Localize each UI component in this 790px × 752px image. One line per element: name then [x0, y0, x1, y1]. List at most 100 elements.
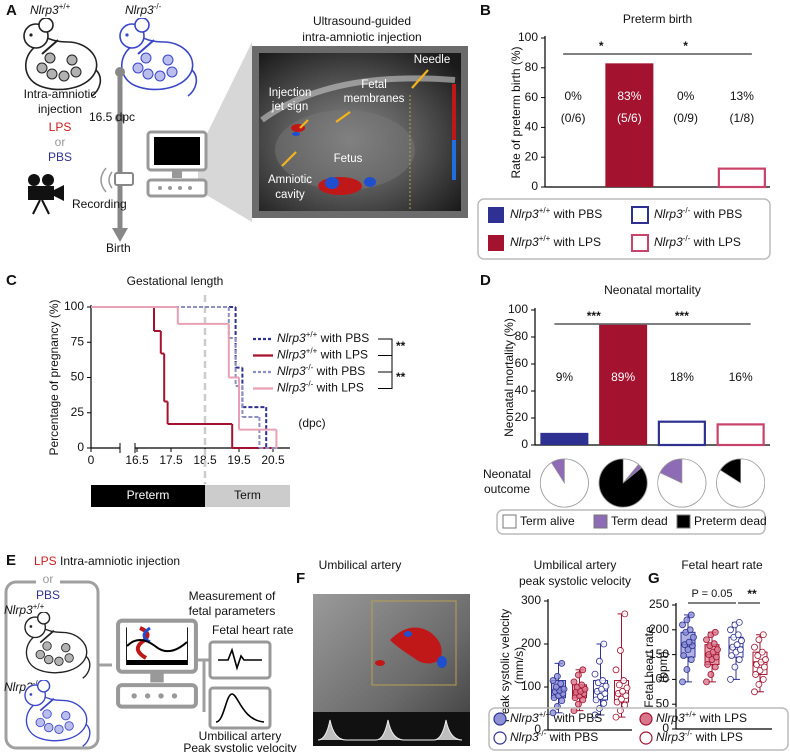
data-point [755, 680, 763, 688]
bar [605, 63, 654, 187]
significance-label: *** [587, 309, 601, 323]
annotation: ** [747, 587, 757, 601]
y-tick-label: 0 [534, 722, 541, 736]
legend-label: Nlrp3+/+ with PBS [277, 330, 369, 346]
annotation: P = 0.05 [691, 588, 732, 600]
data-point [549, 677, 557, 684]
data-point [575, 671, 582, 679]
data-point [549, 709, 557, 717]
image-label: Amniotic [268, 174, 312, 186]
y-axis-label: Percentage of pregnancy (%) [47, 299, 61, 455]
legend-label: Nlrp3-/- with PBS [510, 729, 598, 745]
image-label: Needle [414, 54, 450, 66]
timeline-point [115, 113, 125, 123]
doppler-signal [291, 84, 456, 211]
x-tick-label: 0 [88, 453, 95, 467]
ecg-trace [218, 647, 262, 671]
x-axis-unit: (dpc) [298, 416, 325, 430]
image-label: jet sign [271, 101, 308, 113]
data-point [683, 666, 691, 673]
data-point [679, 678, 686, 686]
value-label: 13% [730, 89, 754, 103]
ultrasound-monitor [146, 130, 208, 198]
mouse-knockout [24, 680, 91, 748]
timepoint-label: 16.5 dpc [89, 110, 135, 124]
image-label: Fetal [361, 79, 387, 91]
count-label: (0/6) [561, 111, 586, 125]
image-title: intra-amniotic injection [302, 30, 421, 44]
y-tick-label: 150 [649, 647, 669, 661]
image-label: Injection [269, 87, 312, 99]
legend-swatch [488, 235, 504, 251]
data-point [618, 695, 625, 703]
bar [717, 167, 766, 189]
pie-label: outcome [484, 482, 530, 496]
y-tick-label: 200 [521, 636, 541, 650]
chart-title: Fetal heart rate [681, 558, 763, 572]
legend-label: Nlrp3-/- with LPS [654, 234, 741, 250]
significance-label: * [683, 39, 688, 53]
data-point [713, 653, 720, 661]
legend-swatch [493, 731, 507, 745]
data-point [703, 678, 710, 686]
data-point [762, 656, 769, 663]
y-tick-label: 40 [525, 120, 539, 134]
signal-icon [100, 167, 113, 193]
data-point [560, 685, 568, 693]
decoration [404, 631, 412, 637]
chart-title: Gestational length [127, 274, 224, 288]
data-point [679, 621, 686, 629]
y-tick-label: 0 [531, 179, 538, 193]
legend-label: Nlrp3-/- with LPS [656, 729, 743, 745]
mouse-wildtype [24, 612, 91, 680]
y-axis-label: (mm/s) [512, 647, 526, 684]
data-point [596, 657, 603, 665]
image-label: membranes [344, 93, 405, 105]
data-point [759, 631, 767, 639]
data-point [711, 663, 719, 671]
significance-label: *** [675, 309, 689, 323]
y-tick-label: 80 [515, 329, 529, 343]
y-axis-label: (bpm) [656, 651, 670, 682]
legend-label: Nlrp3+/+ with LPS [656, 710, 747, 726]
count-label: (5/6) [617, 111, 642, 125]
data-point [728, 652, 735, 659]
y-tick-label: 20 [525, 149, 539, 163]
legend-swatch [488, 207, 504, 223]
value-label: 16% [729, 370, 753, 384]
waveform [317, 719, 463, 741]
data-point [615, 681, 623, 689]
data-point [727, 626, 734, 634]
monitor-image [126, 626, 188, 660]
legend-label: Nlrp3+/+ with PBS [510, 206, 602, 222]
legend-swatch [502, 514, 517, 529]
data-point [620, 677, 628, 684]
bar [599, 324, 648, 445]
legend-box [477, 198, 771, 260]
y-tick-label: 80 [525, 60, 539, 74]
data-point [579, 666, 587, 674]
legend-swatch [493, 712, 507, 726]
step-riser [176, 307, 278, 448]
data-point [731, 663, 739, 671]
data-point [735, 656, 743, 663]
fetus-echo [275, 110, 415, 190]
legend-swatch [639, 731, 653, 745]
significance-label: * [599, 39, 604, 53]
image-title: Umbilical artery [319, 558, 402, 572]
bar [657, 420, 706, 447]
step-series [91, 306, 278, 449]
measurement-label: Measurement of [189, 589, 276, 603]
legend-label: Preterm dead [694, 514, 767, 528]
step-series [91, 306, 278, 449]
decoration [42, 174, 54, 186]
data-point [558, 697, 566, 705]
decoration [299, 119, 309, 129]
data-point [570, 678, 578, 686]
y-tick-label: 100 [649, 672, 669, 686]
pointer-arrows [281, 69, 429, 167]
y-tick-label: 50 [656, 696, 670, 710]
data-point [684, 646, 692, 654]
injection-label: Intra-amniotic injection [60, 554, 180, 568]
